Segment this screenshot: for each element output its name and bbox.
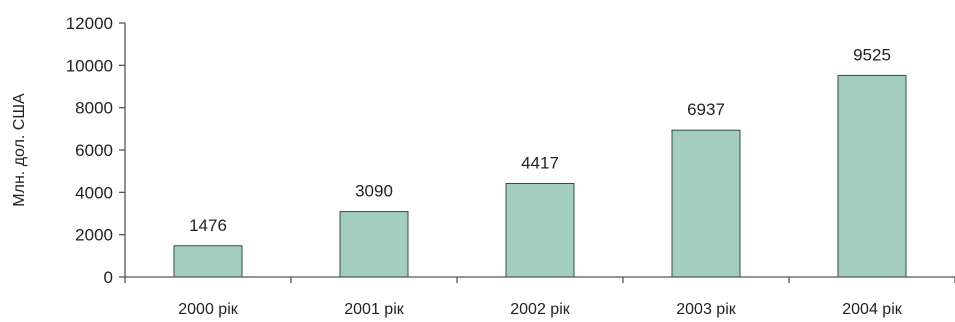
bars [173, 74, 907, 278]
x-axis-tick-labels: 2000 рік 2001 рік 2002 рік 2003 рік 2004 рік [178, 301, 902, 318]
data-label-4: 6937 [687, 100, 725, 119]
y-axis-title: Млн. дол. США [11, 93, 28, 207]
data-label-2: 3090 [355, 182, 393, 201]
y-tick-label: 2000 [75, 226, 113, 245]
y-tick-label: 6000 [75, 141, 113, 160]
data-labels: 1476 3090 4417 6937 9525 [189, 45, 891, 234]
x-tick-label: 2001 рік [344, 301, 404, 318]
y-tick-label: 10000 [66, 56, 113, 75]
x-tick-label: 2003 рік [676, 301, 736, 318]
y-tick-label: 12000 [66, 14, 113, 33]
data-label-5: 9525 [853, 45, 891, 64]
y-tick-label: 0 [104, 268, 113, 287]
y-tick-label: 8000 [75, 99, 113, 118]
bar-1 [173, 245, 243, 278]
bar-2 [339, 211, 409, 278]
y-axis-ticks: 0 2000 4000 6000 8000 10000 12000 [66, 14, 955, 287]
bar-3 [505, 183, 575, 278]
x-tick-label: 2004 рік [842, 301, 902, 318]
x-tick-label: 2002 рік [510, 301, 570, 318]
data-label-3: 4417 [521, 154, 559, 173]
bar-4 [671, 129, 741, 278]
x-tick-label: 2000 рік [178, 301, 238, 318]
y-tick-label: 4000 [75, 183, 113, 202]
y-axis-title-group: Млн. дол. США [11, 93, 28, 207]
bar-5 [837, 74, 907, 278]
data-label-1: 1476 [189, 216, 227, 235]
